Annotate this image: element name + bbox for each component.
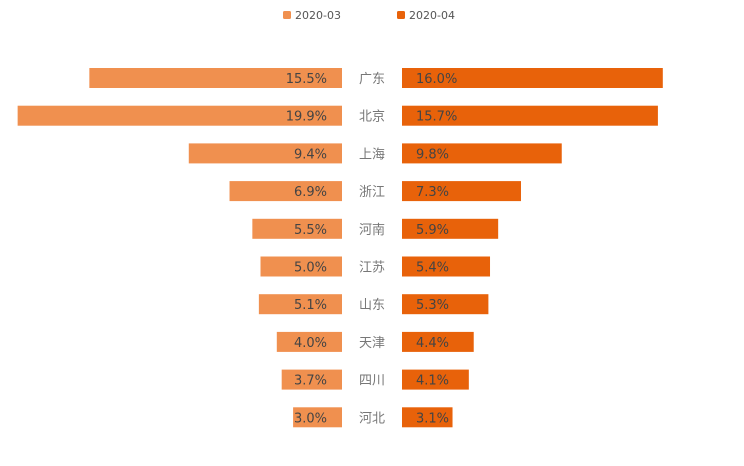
value-label-2020-04-河北: 3.1% xyxy=(416,411,449,426)
value-label-2020-03-四川: 3.7% xyxy=(294,374,327,389)
bar-2020-03-广东 xyxy=(89,68,342,88)
value-label-2020-03-天津: 4.0% xyxy=(294,336,327,351)
bar-2020-03-上海 xyxy=(188,143,342,164)
bar-2020-04-河北 xyxy=(402,407,453,428)
value-label-2020-03-北京: 19.9% xyxy=(286,110,327,125)
bar-2020-03-河北 xyxy=(293,407,342,428)
chart-bars: 15.5% 广东 16.0% 19.9% 北京 15.7% 9.4% 上海 9.8% 6.9% 浙江… xyxy=(17,68,663,428)
bar-2020-04-四川 xyxy=(402,369,469,390)
value-label-2020-03-浙江: 6.9% xyxy=(294,185,327,200)
value-label-2020-03-广东: 15.5% xyxy=(286,72,327,87)
value-label-2020-04-浙江: 7.3% xyxy=(416,185,449,200)
value-label-2020-03-上海: 9.4% xyxy=(294,147,327,162)
category-label-四川: 四川 xyxy=(359,374,385,389)
legend-swatch-2020-03[interactable] xyxy=(283,11,291,19)
bar-2020-03-北京 xyxy=(17,105,342,126)
value-label-2020-04-江苏: 5.4% xyxy=(416,261,449,276)
value-label-2020-03-山东: 5.1% xyxy=(294,298,327,313)
bar-2020-04-山东 xyxy=(402,294,489,315)
value-label-2020-03-河北: 3.0% xyxy=(294,411,327,426)
bar-2020-03-天津 xyxy=(276,331,342,352)
category-label-河南: 河南 xyxy=(359,222,385,238)
category-label-广东: 广东 xyxy=(359,72,385,87)
category-label-天津: 天津 xyxy=(359,336,385,351)
value-label-2020-04-广东: 16.0% xyxy=(416,72,457,87)
value-label-2020-03-江苏: 5.0% xyxy=(294,261,327,276)
bar-2020-04-北京 xyxy=(402,105,658,126)
legend-swatch-2020-04[interactable] xyxy=(397,11,405,19)
bar-2020-04-天津 xyxy=(402,331,474,352)
bar-2020-04-江苏 xyxy=(402,256,491,277)
bar-2020-03-河南 xyxy=(252,218,342,239)
legend-label-2020-04[interactable]: 2020-04 xyxy=(409,9,455,22)
bar-2020-04-河南 xyxy=(402,218,499,239)
value-label-2020-04-山东: 5.3% xyxy=(416,298,449,313)
category-label-山东: 山东 xyxy=(359,298,385,313)
bar-2020-03-浙江 xyxy=(229,181,342,202)
bar-2020-03-四川 xyxy=(281,369,342,390)
value-label-2020-04-河南: 5.9% xyxy=(416,223,449,238)
bar-2020-04-广东 xyxy=(402,68,663,88)
value-label-2020-04-四川: 4.1% xyxy=(416,374,449,389)
category-label-江苏: 江苏 xyxy=(359,260,385,276)
chart-legend: 2020-03 2020-04 xyxy=(283,9,455,22)
value-label-2020-04-上海: 9.8% xyxy=(416,147,449,162)
bar-2020-04-浙江 xyxy=(402,181,521,202)
legend-label-2020-03[interactable]: 2020-03 xyxy=(295,9,341,22)
value-label-2020-04-天津: 4.4% xyxy=(416,336,449,351)
value-label-2020-04-北京: 15.7% xyxy=(416,110,457,125)
category-label-河北: 河北 xyxy=(359,411,385,426)
bar-2020-03-山东 xyxy=(258,294,342,315)
bar-2020-04-上海 xyxy=(402,143,562,164)
value-label-2020-03-河南: 5.5% xyxy=(294,223,327,238)
bar-2020-03-江苏 xyxy=(260,256,342,277)
category-label-上海: 上海 xyxy=(359,147,385,162)
category-label-北京: 北京 xyxy=(359,110,385,125)
category-label-浙江: 浙江 xyxy=(359,185,385,200)
